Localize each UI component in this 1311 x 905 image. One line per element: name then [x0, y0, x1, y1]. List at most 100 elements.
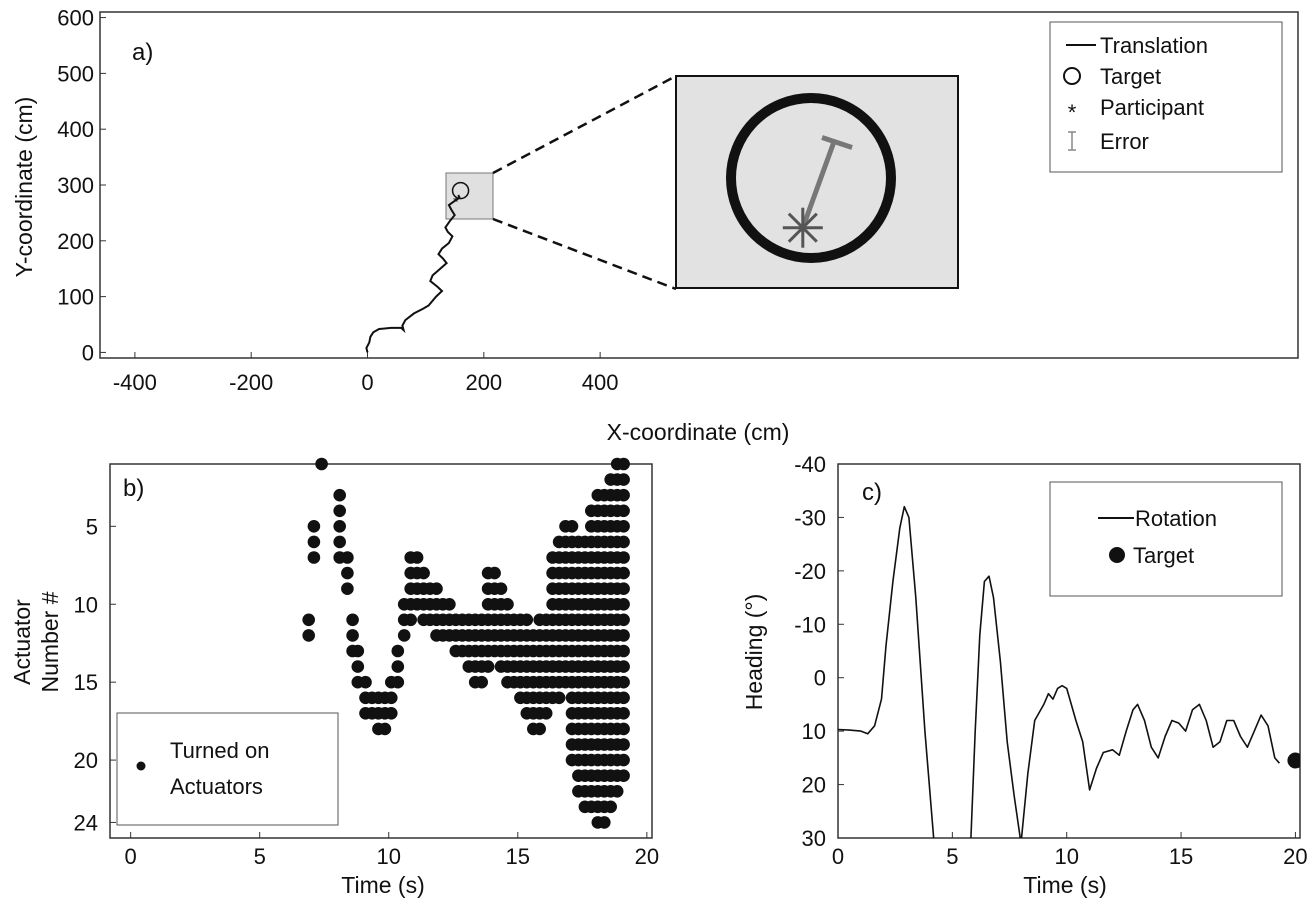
legend-a: Translation Target * Participant Error: [1049, 21, 1283, 173]
legend-c-box: [1049, 481, 1283, 597]
actuator-point: [397, 629, 411, 642]
actuator-point: [617, 535, 630, 549]
legend-c-swatch-target: [1109, 547, 1125, 563]
actuator-point: [488, 566, 501, 580]
inset-error-cap: [821, 135, 853, 150]
rotation-line: [838, 505, 1281, 838]
participant-marker: *: [453, 194, 459, 210]
actuator-point: [617, 457, 630, 471]
chart-a-xtick-label: 400: [582, 370, 619, 395]
chart-c-marks: [838, 505, 1300, 838]
actuator-point: [539, 707, 553, 720]
chart-b-ytick-label: 5: [86, 514, 98, 539]
chart-a-ytick-label: 200: [57, 229, 94, 254]
chart-c-xtick-label: 20: [1283, 844, 1307, 869]
actuator-point: [617, 551, 630, 564]
target-marker: [451, 181, 470, 200]
inset-participant-marker: [782, 207, 823, 248]
actuator-point: [333, 504, 347, 518]
chart-c-ticks: 0 5 10 15 20 -40 -30 -20 -10 0 10 20 30: [794, 452, 1307, 869]
inset-participant-stroke: [787, 212, 818, 243]
chart-b-marks: [302, 457, 630, 829]
actuator-point: [617, 691, 630, 705]
actuator-point: [494, 582, 508, 595]
chart-b-ytick-label: 20: [74, 748, 98, 773]
legend-b-swatch: [136, 761, 146, 771]
chart-b-ytick-label: 15: [74, 670, 98, 695]
panel-b-label: b): [123, 475, 144, 502]
chart-a-xtick-label: -200: [229, 370, 273, 395]
zoom-connector-top: [492, 74, 677, 175]
actuator-point: [302, 629, 316, 642]
chart-b-ylabel-line1: Actuator: [9, 599, 35, 685]
chart-b-xtick-label: 0: [125, 844, 137, 869]
chart-a-ytick-label: 600: [57, 6, 94, 31]
actuator-point: [417, 566, 430, 580]
inset-error-bar: [800, 140, 837, 229]
legend-b-label-line1: Turned on: [170, 738, 269, 763]
chart-c-ytick-label: -40: [794, 452, 826, 477]
translation-path: [365, 194, 461, 353]
chart-a-ytick-label: 400: [57, 117, 94, 142]
actuator-point: [333, 535, 347, 549]
actuator-point: [307, 551, 321, 564]
actuator-point: [617, 582, 630, 595]
chart-a-ytick-label: 300: [57, 173, 94, 198]
actuator-point: [333, 520, 347, 533]
chart-a: a) -400 -200 0 200 400 0 100 200 300 400 500 600 X-…: [11, 6, 1299, 445]
chart-c-xlabel: Time (s): [1023, 872, 1106, 898]
legend-b-label-line2: Actuators: [170, 774, 263, 799]
actuator-point: [346, 613, 359, 627]
actuator-point: [378, 722, 392, 736]
actuator-point: [302, 613, 316, 627]
actuator-point: [617, 504, 630, 518]
panel-a-label: a): [132, 39, 153, 66]
actuator-point: [617, 520, 630, 533]
actuator-point: [617, 722, 630, 736]
actuator-point: [410, 551, 424, 564]
chart-a-ytick-label: 100: [57, 285, 94, 310]
actuator-point: [385, 691, 398, 705]
panel-c-label: c): [862, 479, 882, 506]
chart-a-ylabel: Y-coordinate (cm): [11, 97, 37, 278]
legend-c: Rotation Target: [1049, 481, 1283, 597]
chart-b-xtick-label: 5: [254, 844, 266, 869]
actuator-point: [351, 660, 365, 673]
actuator-point: [501, 598, 514, 611]
actuator-point: [617, 644, 630, 658]
chart-b: b) 0 5 10 15 20 5 10 15 20 24 Time (s) Actuator N…: [9, 457, 659, 898]
actuator-point: [443, 598, 456, 611]
chart-a-marks: *: [365, 181, 470, 353]
actuator-point: [391, 675, 405, 689]
legend-b-box: [116, 712, 339, 826]
actuator-point: [617, 598, 630, 611]
legend-a-label-participant: Participant: [1100, 95, 1204, 120]
actuator-point: [617, 566, 630, 580]
actuator-point: [333, 488, 347, 502]
actuator-point: [307, 520, 321, 533]
actuator-point: [404, 613, 418, 627]
actuator-point: [520, 613, 534, 627]
actuator-point: [385, 707, 398, 720]
chart-b-xtick-label: 15: [506, 844, 530, 869]
chart-c-ytick-label: -30: [794, 505, 826, 530]
chart-a-ytick-label: 0: [82, 340, 94, 365]
chart-b-xlabel: Time (s): [341, 872, 424, 898]
actuator-point: [617, 738, 630, 751]
actuator-point: [617, 675, 630, 689]
actuator-point: [617, 707, 630, 720]
zoom-connector-bottom: [492, 217, 677, 291]
actuator-point: [533, 722, 546, 736]
actuator-point: [565, 520, 579, 533]
actuator-point: [359, 675, 372, 689]
actuator-point: [475, 675, 489, 689]
actuator-point: [307, 535, 321, 549]
chart-b-ytick-label: 10: [74, 592, 98, 617]
legend-a-label-error: Error: [1100, 129, 1149, 154]
inset: [675, 75, 959, 289]
chart-c-xtick-label: 0: [832, 844, 844, 869]
actuator-point: [610, 785, 624, 798]
chart-c-ytick-label: 20: [802, 773, 826, 798]
